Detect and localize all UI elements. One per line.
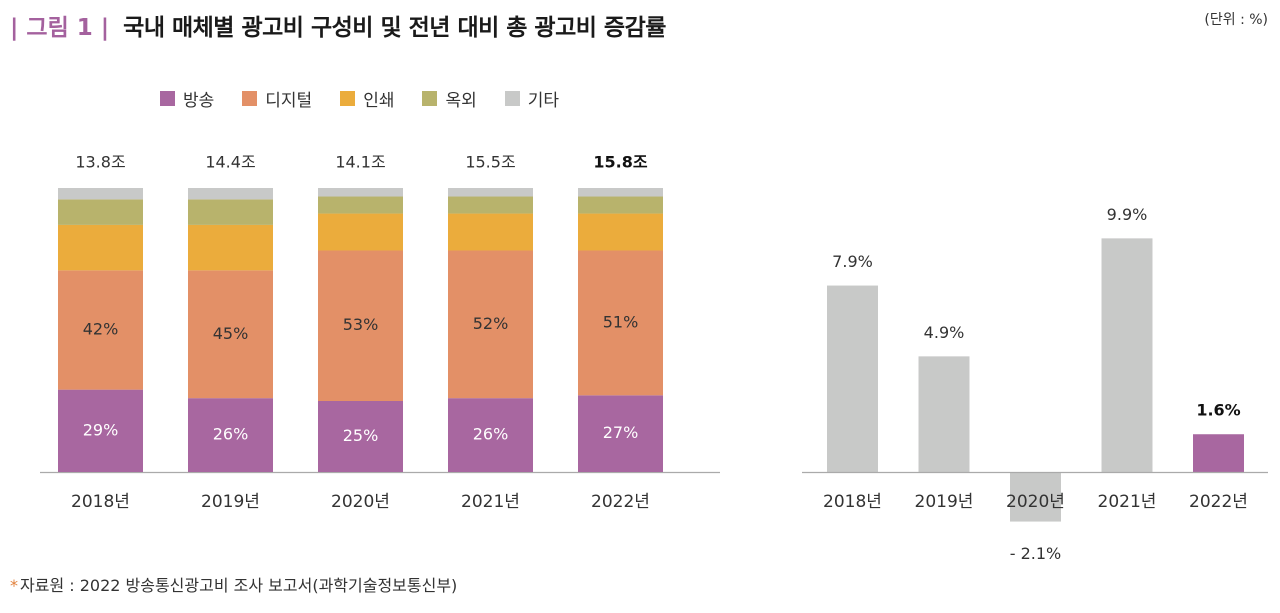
legend-label-digital: 디지털 [265,91,313,111]
source-note: * 자료원 : 2022 방송통신광고비 조사 보고서(과학기술정보통신부) [10,572,457,596]
source-star: * [10,576,18,595]
figure-label: | 그림 1 | [10,15,110,41]
source-text: 자료원 : 2022 방송통신광고비 조사 보고서(과학기술정보통신부) [20,576,458,595]
total-label: 14.4조 [205,153,255,172]
segment-label-digital: 53% [343,315,379,334]
x-tick-label: 2018년 [823,492,882,512]
bar-segment-outdoor-2 [318,196,403,214]
total-label: 13.8조 [75,153,125,172]
growth-bar [827,285,878,472]
bar-segment-broadcast-0 [58,389,143,472]
legend-swatch-other [504,91,520,106]
bar-segment-outdoor-3 [448,196,533,214]
chart-title: 국내 매체별 광고비 구성비 및 전년 대비 총 광고비 증감률 [123,15,666,41]
growth-value-label: - 2.1% [1010,544,1062,563]
segment-label-digital: 51% [603,312,639,331]
bar-segment-other-2 [318,188,403,197]
segment-label-digital: 42% [83,320,119,339]
growth-bar [1193,434,1244,472]
total-label: 15.5조 [465,153,515,172]
x-tick-label: 2022년 [591,492,650,512]
legend-label-outdoor: 옥외 [445,91,477,111]
segment-label-broadcast: 25% [343,426,379,445]
legend-label-other: 기타 [527,91,560,111]
bar-segment-print-0 [58,224,143,271]
bar-segment-outdoor-1 [188,199,273,225]
legend-swatch-broadcast [160,91,175,106]
title-bar: | 그림 1 | 국내 매체별 광고비 구성비 및 전년 대비 총 광고비 증감… [10,8,666,42]
bar-segment-broadcast-3 [448,398,533,472]
bar-segment-print-2 [318,213,403,251]
bar-segment-other-1 [188,188,273,200]
segment-label-digital: 45% [213,324,249,343]
bar-segment-broadcast-4 [578,395,663,472]
legend-label-print: 인쇄 [363,91,395,111]
bar-segment-digital-3 [448,250,533,399]
x-tick-label: 2019년 [915,492,974,512]
segment-label-broadcast: 26% [473,425,509,444]
bar-segment-other-0 [58,188,143,200]
bar-segment-outdoor-0 [58,199,143,225]
growth-value-label: 7.9% [832,252,873,271]
bar-segment-digital-0 [58,270,143,390]
bar-segment-other-4 [578,188,663,197]
legend-swatch-outdoor [422,91,438,106]
x-tick-label: 2020년 [1006,492,1065,512]
segment-label-broadcast: 27% [603,423,639,442]
bar-segment-broadcast-1 [188,398,273,472]
growth-value-label: 1.6% [1196,401,1240,420]
legend-swatch-print [340,91,356,106]
segment-label-digital: 52% [473,314,509,333]
x-tick-label: 2020년 [331,492,390,512]
x-tick-label: 2019년 [201,492,260,512]
total-label: 14.1조 [335,153,385,172]
legend-label-broadcast: 방송 [183,91,215,111]
growth-bar [1010,472,1061,522]
growth-bar [1101,238,1153,472]
growth-value-label: 9.9% [1107,205,1148,224]
x-tick-label: 2021년 [461,492,520,512]
legend-item-broadcast: 방송 [160,86,214,111]
x-tick-label: 2021년 [1098,492,1157,512]
legend-item-digital: 디지털 [242,86,312,111]
segment-label-broadcast: 26% [213,425,249,444]
bar-segment-other-3 [448,188,533,197]
legend-item-outdoor: 옥외 [422,86,477,111]
segment-label-broadcast: 29% [83,420,119,439]
legend-item-print: 인쇄 [340,86,394,111]
total-label: 15.8조 [593,153,647,172]
bar-segment-print-1 [188,224,273,271]
x-tick-label: 2022년 [1189,492,1248,512]
bar-segment-print-3 [448,213,533,251]
bar-segment-print-4 [578,213,663,251]
legend: 방송 디지털 인쇄 옥외 기타 [160,86,587,111]
bar-segment-outdoor-4 [578,196,663,214]
bar-segment-digital-2 [318,250,403,401]
legend-swatch-digital [242,91,258,106]
bar-segment-digital-1 [188,270,273,399]
x-tick-label: 2018년 [71,492,130,512]
bar-segment-digital-4 [578,250,663,396]
legend-item-other: 기타 [504,86,560,111]
unit-label: (단위 : %) [1204,12,1268,28]
growth-value-label: 4.9% [924,323,965,342]
bar-segment-broadcast-2 [318,401,403,472]
growth-bar [918,356,970,472]
